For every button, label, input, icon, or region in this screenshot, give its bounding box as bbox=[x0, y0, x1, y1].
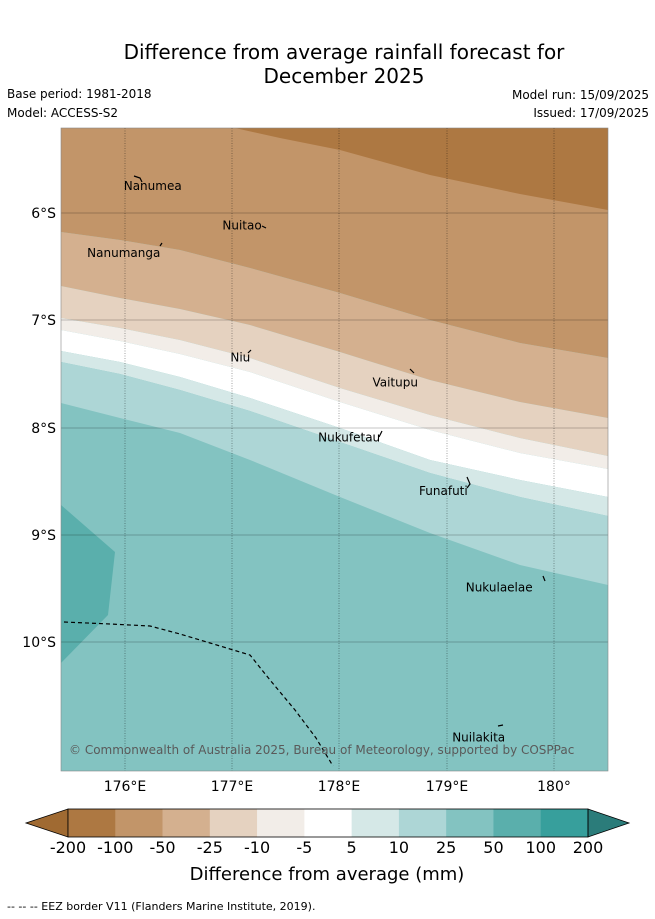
colorbar-tick-label: 50 bbox=[483, 838, 503, 857]
colorbar-tick-label: 5 bbox=[347, 838, 357, 857]
eez-footnote: -- -- -- EEZ border V11 (Flanders Marine… bbox=[7, 900, 316, 913]
lon-tick-180: 180° bbox=[537, 779, 571, 795]
copyright-notice: © Commonwealth of Australia 2025, Bureau… bbox=[69, 743, 574, 757]
colorbar-tick-label: -5 bbox=[296, 838, 312, 857]
lat-tick-7S: 7°S bbox=[31, 313, 56, 329]
colorbar-segment bbox=[540, 809, 589, 837]
lon-tick-178E: 178°E bbox=[318, 779, 361, 795]
colorbar-segment bbox=[209, 809, 258, 837]
anomaly-band-minus25-to-minus10 bbox=[61, 286, 608, 456]
gridlines bbox=[61, 128, 608, 771]
colorbar-segment bbox=[304, 809, 352, 837]
longitude-tick-labels: 176°E 177°E 178°E 179°E 180° bbox=[104, 779, 571, 795]
colorbar-tick-label: 100 bbox=[525, 838, 556, 857]
place-label-nuilakita: Nuilakita bbox=[452, 730, 505, 744]
lon-tick-177E: 177°E bbox=[211, 779, 254, 795]
lat-tick-10S: 10°S bbox=[22, 635, 56, 651]
anomaly-band-minus50-to-minus25 bbox=[61, 232, 608, 418]
colorbar-tick-label: -50 bbox=[149, 838, 175, 857]
place-label-vaitupu: Vaitupu bbox=[372, 376, 418, 390]
anomaly-band-minus5-to-plus5 bbox=[61, 330, 608, 497]
place-labels: Nanumea Nuitao Nanumanga Niu Vaitupu Nukufeta… bbox=[87, 179, 532, 745]
colorbar-tick-label: -10 bbox=[244, 838, 270, 857]
place-label-nuitao: Nuitao bbox=[222, 219, 261, 233]
title-line-1: Difference from average rainfall forecas… bbox=[123, 40, 565, 64]
anomaly-band-plus10-to-plus25 bbox=[61, 362, 608, 585]
colorbar-frame bbox=[67, 808, 589, 838]
place-label-nukufetau: Nukufetau bbox=[318, 431, 380, 445]
eez-border-line bbox=[63, 621, 334, 767]
island-outlines bbox=[133, 175, 546, 727]
model-name: Model: ACCESS-S2 bbox=[7, 106, 119, 120]
lon-tick-176E: 176°E bbox=[104, 779, 147, 795]
colorbar-tick-label: -100 bbox=[97, 838, 133, 857]
map-area: Nanumea Nuitao Nanumanga Niu Vaitupu Nukufeta… bbox=[61, 128, 608, 771]
lat-tick-9S: 9°S bbox=[31, 528, 56, 544]
colorbar-segment bbox=[493, 809, 542, 837]
colorbar-tick-label: 25 bbox=[436, 838, 456, 857]
anomaly-band-minus100-to-minus50 bbox=[61, 128, 608, 358]
anomaly-band-minus200-to-minus100 bbox=[235, 128, 608, 210]
place-label-nanumea: Nanumea bbox=[124, 179, 182, 193]
base-period: Base period: 1981-2018 bbox=[7, 87, 152, 101]
colorbar-extend-high bbox=[587, 808, 631, 838]
place-label-niu: Niu bbox=[230, 350, 250, 364]
map-title: Difference from average rainfall forecas… bbox=[0, 40, 655, 88]
colorbar-segment bbox=[162, 809, 211, 837]
latitude-tick-labels: 6°S 7°S 8°S 9°S 10°S bbox=[22, 206, 56, 651]
colorbar bbox=[24, 808, 631, 838]
map-border bbox=[60, 127, 609, 772]
title-line-2: December 2025 bbox=[263, 64, 425, 88]
lat-tick-8S: 8°S bbox=[31, 421, 56, 437]
place-label-nukulaelae: Nukulaelae bbox=[466, 580, 533, 594]
colorbar-segment bbox=[257, 809, 305, 837]
colorbar-segment bbox=[446, 809, 494, 837]
colorbar-tick-label: 10 bbox=[389, 838, 409, 857]
anomaly-band-plus5-to-plus10 bbox=[61, 351, 608, 516]
place-label-nanumanga: Nanumanga bbox=[87, 246, 160, 260]
colorbar-segment bbox=[351, 809, 400, 837]
lat-tick-6S: 6°S bbox=[31, 206, 56, 222]
colorbar-segment bbox=[398, 809, 447, 837]
anomaly-band-minus10-to-minus5 bbox=[61, 318, 608, 469]
colorbar-extend-low bbox=[24, 808, 69, 838]
issued-date: Issued: 17/09/2025 bbox=[533, 106, 649, 120]
place-label-funafuti: Funafuti bbox=[419, 484, 468, 498]
colorbar-title: Difference from average (mm) bbox=[190, 864, 465, 885]
colorbar-segment bbox=[68, 809, 116, 837]
colorbar-tick-label: -200 bbox=[50, 838, 86, 857]
colorbar-tick-label: 200 bbox=[573, 838, 604, 857]
colorbar-segment bbox=[115, 809, 163, 837]
model-run: Model run: 15/09/2025 bbox=[511, 88, 649, 102]
colorbar-tick-label: -25 bbox=[197, 838, 223, 857]
lon-tick-179E: 179°E bbox=[426, 779, 469, 795]
colorbar-labels: -200 -100 -50 -25 -10 -5 5 10 25 50 100 200 bbox=[50, 838, 603, 857]
anomaly-band-plus50-to-plus100 bbox=[61, 505, 115, 663]
